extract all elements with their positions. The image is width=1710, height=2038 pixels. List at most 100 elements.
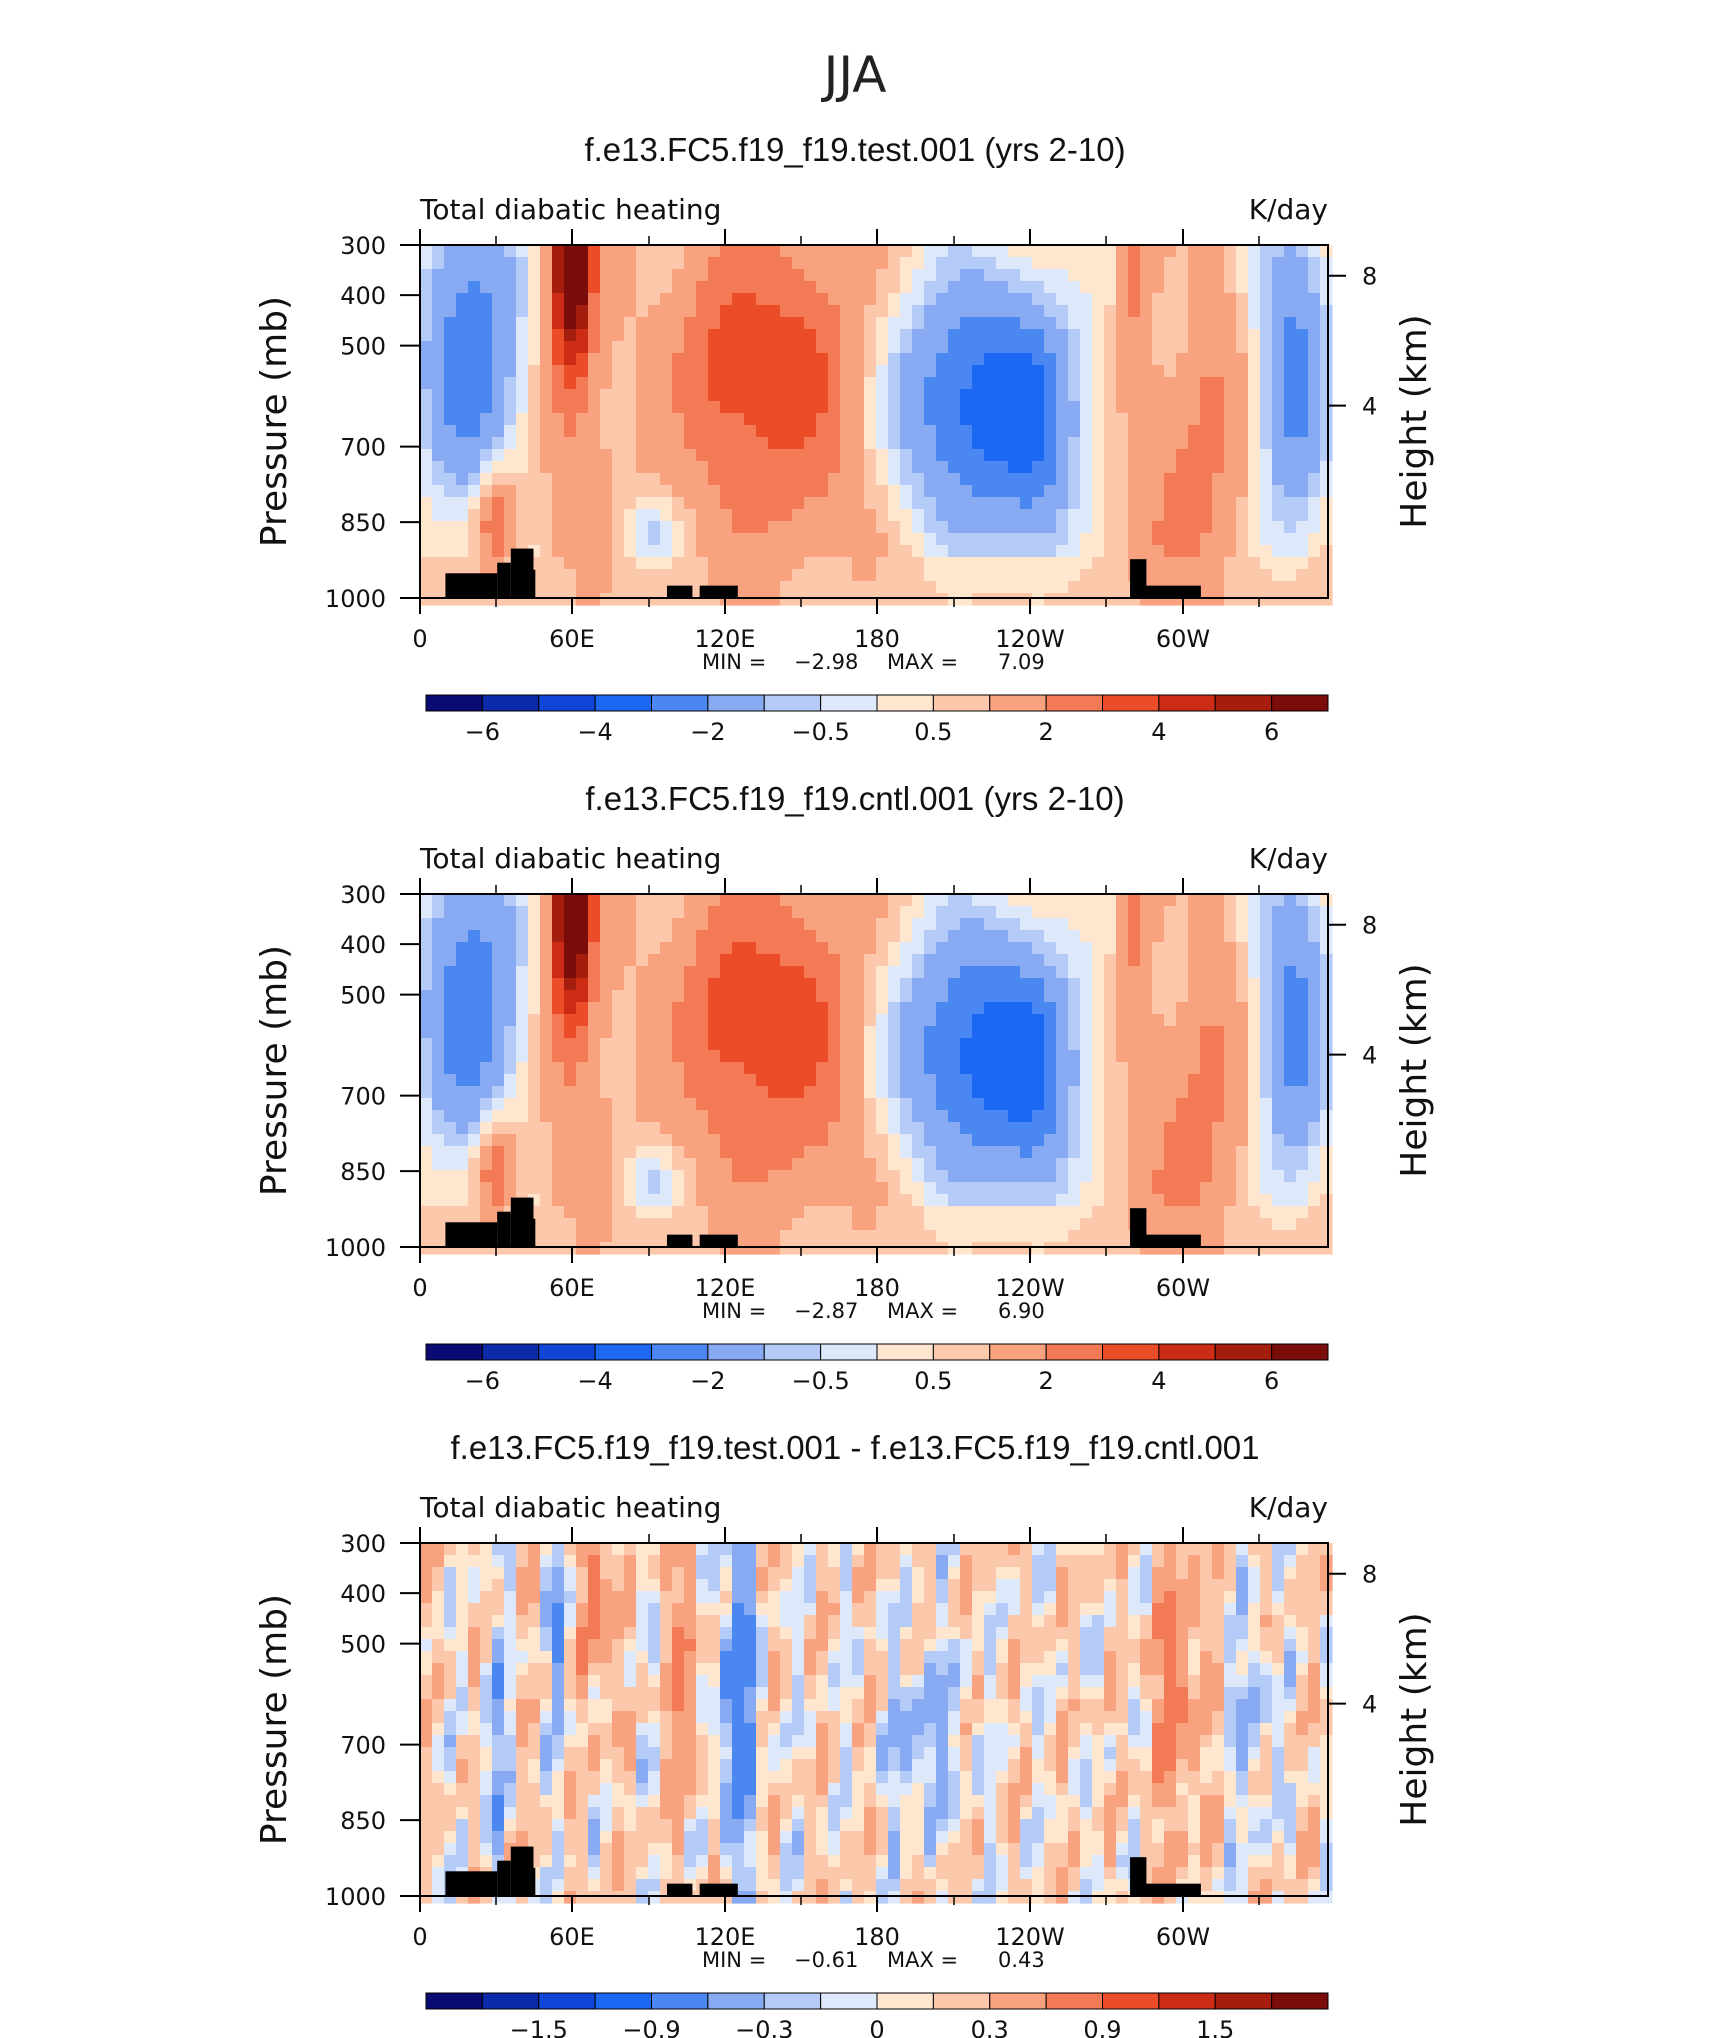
field-cell: [840, 1158, 853, 1171]
field-cell: [444, 281, 457, 294]
field-cell: [564, 1567, 577, 1580]
field-cell: [660, 1579, 673, 1592]
field-cell: [816, 521, 829, 534]
field-cell: [660, 293, 673, 306]
field-cell: [1140, 317, 1153, 330]
field-cell: [1272, 305, 1285, 318]
field-cell: [924, 569, 937, 582]
field-cell: [1032, 966, 1045, 979]
field-cell: [468, 377, 481, 390]
field-cell: [1296, 377, 1309, 390]
field-cell: [1068, 293, 1081, 306]
field-cell: [1020, 377, 1033, 390]
field-cell: [1260, 293, 1273, 306]
field-cell: [1188, 557, 1201, 570]
field-cell: [816, 1230, 829, 1243]
field-cell: [1116, 1567, 1129, 1580]
field-cell: [444, 305, 457, 318]
field-cell: [984, 269, 997, 282]
field-cell: [1032, 341, 1045, 354]
field-cell: [828, 317, 841, 330]
field-cell: [1140, 1170, 1153, 1183]
field-cell: [1200, 581, 1213, 594]
field-cell: [1248, 1062, 1261, 1075]
field-cell: [1140, 1182, 1153, 1195]
field-cell: [1056, 437, 1069, 450]
field-cell: [708, 389, 721, 402]
field-cell: [1068, 377, 1081, 390]
field-cell: [744, 473, 757, 486]
field-cell: [1176, 509, 1189, 522]
field-cell: [1284, 1146, 1297, 1159]
field-cell: [624, 425, 637, 438]
field-cell: [756, 1098, 769, 1111]
field-cell: [756, 1014, 769, 1027]
field-cell: [624, 1230, 637, 1243]
field-cell: [1200, 377, 1213, 390]
field-cell: [1020, 930, 1033, 943]
field-cell: [1248, 497, 1261, 510]
field-cell: [828, 545, 841, 558]
field-cell: [1056, 425, 1069, 438]
field-cell: [1224, 1014, 1237, 1027]
field-cell: [1056, 317, 1069, 330]
field-cell: [1032, 593, 1045, 606]
field-cell: [924, 377, 937, 390]
field-cell: [696, 1074, 709, 1087]
field-cell: [1308, 329, 1321, 342]
field-cell: [456, 1146, 469, 1159]
field-cell: [792, 473, 805, 486]
field-cell: [1140, 1038, 1153, 1051]
field-cell: [504, 425, 517, 438]
field-cell: [540, 1567, 553, 1580]
field-cell: [828, 1074, 841, 1087]
field-cell: [840, 942, 853, 955]
field-cell: [888, 245, 901, 258]
field-cell: [1284, 593, 1297, 606]
field-cell: [1020, 293, 1033, 306]
field-cell: [456, 257, 469, 270]
field-cell: [696, 293, 709, 306]
colorbar-swatch: [1271, 1343, 1329, 1361]
field-cell: [720, 966, 733, 979]
field-cell: [1308, 1555, 1321, 1568]
field-cell: [756, 1567, 769, 1580]
field-cell: [972, 533, 985, 546]
field-cell: [528, 497, 541, 510]
field-cell: [1200, 281, 1213, 294]
field-cell: [1320, 1567, 1333, 1580]
field-cell: [876, 269, 889, 282]
field-cell: [648, 1134, 661, 1147]
field-cell: [480, 966, 493, 979]
field-cell: [588, 1002, 601, 1015]
field-cell: [624, 449, 637, 462]
field-cell: [564, 1134, 577, 1147]
field-cell: [828, 1158, 841, 1171]
field-cell: [528, 377, 541, 390]
min-value: −2.98: [794, 650, 858, 674]
field-cell: [1044, 305, 1057, 318]
field-cell: [528, 918, 541, 931]
field-cell: [1236, 485, 1249, 498]
field-cell: [432, 930, 445, 943]
field-cell: [780, 930, 793, 943]
field-cell: [732, 930, 745, 943]
field-cell: [1032, 449, 1045, 462]
field-cell: [996, 353, 1009, 366]
field-cell: [1104, 966, 1117, 979]
field-cell: [1164, 305, 1177, 318]
field-cell: [624, 269, 637, 282]
field-cell: [1140, 1062, 1153, 1075]
field-cell: [1224, 918, 1237, 931]
field-cell: [540, 954, 553, 967]
field-cell: [684, 305, 697, 318]
field-cell: [996, 1206, 1009, 1219]
field-cell: [1092, 257, 1105, 270]
field-cell: [588, 1182, 601, 1195]
field-cell: [1308, 1050, 1321, 1063]
field-cell: [756, 954, 769, 967]
field-cell: [1032, 497, 1045, 510]
field-cell: [1224, 1098, 1237, 1111]
field-cell: [804, 1026, 817, 1039]
field-cell: [540, 966, 553, 979]
